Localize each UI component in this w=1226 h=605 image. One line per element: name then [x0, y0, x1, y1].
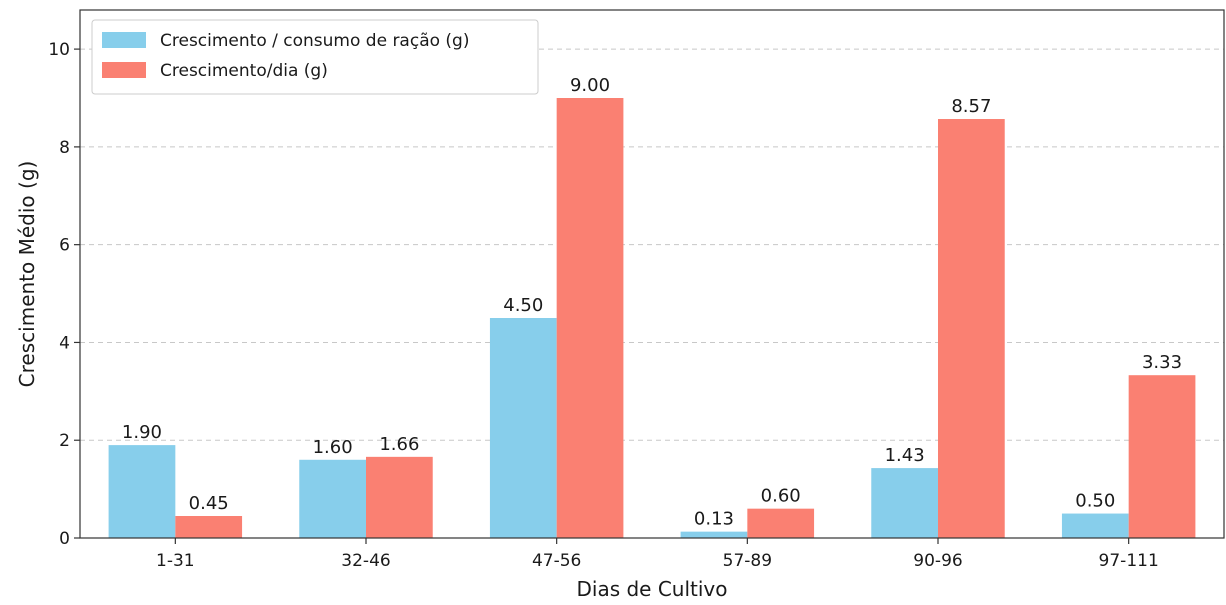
bar [680, 531, 748, 538]
legend: Crescimento / consumo de ração (g) Cresc… [91, 19, 539, 95]
data-labels: 1.90 0.45 1.60 1.66 4.50 9.00 0.13 0.60 1.43 8.57… [122, 75, 1182, 530]
bar [871, 468, 938, 538]
bar-value-label: 0.50 [1075, 491, 1115, 512]
y-axis-title: Crescimento Médio (g) [15, 161, 39, 388]
y-tick-label: 10 [48, 40, 70, 60]
y-axis: 0 2 4 6 8 10 [48, 40, 80, 549]
bar-value-label: 1.43 [885, 445, 925, 466]
x-axis-title: Dias de Cultivo [576, 577, 727, 600]
bar [108, 445, 176, 538]
x-tick-label: 47-56 [532, 551, 581, 571]
bar-value-label: 1.90 [122, 422, 162, 443]
bar-value-label: 3.33 [1142, 352, 1182, 373]
bar [747, 508, 815, 538]
bar [175, 516, 243, 538]
bar [1061, 513, 1129, 538]
x-tick-label: 1-31 [156, 551, 195, 571]
legend-swatch-growth-per-day [102, 62, 146, 78]
bar [489, 318, 557, 538]
x-tick-label: 90-96 [913, 551, 962, 571]
y-tick-label: 4 [59, 333, 70, 353]
legend-label-growth-per-feed: Crescimento / consumo de ração (g) [160, 31, 469, 51]
y-tick-label: 2 [59, 431, 70, 451]
legend-swatch-growth-per-feed [102, 32, 146, 48]
x-tick-label: 97-111 [1099, 551, 1159, 571]
bar-value-label: 1.60 [313, 437, 353, 458]
plot-frame [79, 9, 1225, 539]
bar-value-label: 0.45 [189, 493, 229, 514]
y-tick-label: 0 [59, 529, 70, 549]
bar [1128, 375, 1196, 538]
bar [556, 98, 624, 538]
grid-lines [80, 48, 1224, 441]
bar-value-label: 0.13 [694, 509, 734, 530]
bar [938, 119, 1005, 539]
bar-value-label: 1.66 [379, 434, 419, 455]
bar-value-label: 0.60 [761, 486, 801, 507]
x-tick-label: 57-89 [723, 551, 772, 571]
bar [299, 459, 366, 538]
bar-value-label: 4.50 [503, 295, 543, 316]
y-tick-label: 6 [59, 236, 70, 256]
legend-box [91, 19, 539, 95]
bar-value-label: 8.57 [951, 96, 991, 117]
x-tick-label: 32-46 [341, 551, 390, 571]
bar [366, 456, 433, 538]
bar-value-label: 9.00 [570, 75, 610, 96]
x-axis: 1-31 32-46 47-56 57-89 90-96 97-111 [156, 538, 1159, 571]
y-tick-label: 8 [59, 138, 70, 158]
bars [108, 98, 1196, 539]
legend-label-growth-per-day: Crescimento/dia (g) [160, 61, 328, 81]
